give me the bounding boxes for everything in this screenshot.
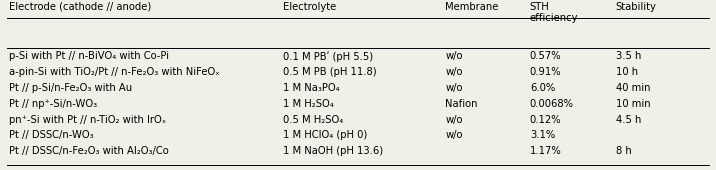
Text: 3.1%: 3.1% — [530, 131, 555, 140]
Text: 8 h: 8 h — [616, 146, 632, 156]
Text: STH
efficiency: STH efficiency — [530, 2, 579, 23]
Text: w/o: w/o — [445, 67, 463, 77]
Text: a-pin-Si with TiO₂/Pt // n-Fe₂O₃ with NiFeOₓ: a-pin-Si with TiO₂/Pt // n-Fe₂O₃ with Ni… — [9, 67, 219, 77]
Text: 1 M Na₃PO₄: 1 M Na₃PO₄ — [283, 83, 339, 93]
Text: 1 M NaOH (pH 13.6): 1 M NaOH (pH 13.6) — [283, 146, 383, 156]
Text: 0.57%: 0.57% — [530, 51, 561, 61]
Text: p-Si with Pt // n-BiVO₄ with Co-Pi: p-Si with Pt // n-BiVO₄ with Co-Pi — [9, 51, 168, 61]
Text: Stability: Stability — [616, 2, 657, 12]
Text: Electrode (cathode // anode): Electrode (cathode // anode) — [9, 2, 151, 12]
Text: Pt // p-Si/n-Fe₂O₃ with Au: Pt // p-Si/n-Fe₂O₃ with Au — [9, 83, 132, 93]
Text: 40 min: 40 min — [616, 83, 650, 93]
Text: 3.5 h: 3.5 h — [616, 51, 641, 61]
Text: 0.5 M H₂SO₄: 0.5 M H₂SO₄ — [283, 115, 343, 125]
Text: w/o: w/o — [445, 131, 463, 140]
Text: w/o: w/o — [445, 51, 463, 61]
Text: 0.1 M PBʹ (pH 5.5): 0.1 M PBʹ (pH 5.5) — [283, 51, 373, 62]
Text: 10 h: 10 h — [616, 67, 638, 77]
Text: 1 M H₂SO₄: 1 M H₂SO₄ — [283, 99, 334, 109]
Text: 0.91%: 0.91% — [530, 67, 561, 77]
Text: Pt // DSSC/n-WO₃: Pt // DSSC/n-WO₃ — [9, 131, 93, 140]
Text: 10 min: 10 min — [616, 99, 650, 109]
Text: 0.12%: 0.12% — [530, 115, 561, 125]
Text: Pt // np⁺-Si/n-WO₃: Pt // np⁺-Si/n-WO₃ — [9, 99, 97, 109]
Text: Nafion: Nafion — [445, 99, 478, 109]
Text: 1.17%: 1.17% — [530, 146, 561, 156]
Text: 0.5 M PB (pH 11.8): 0.5 M PB (pH 11.8) — [283, 67, 377, 77]
Text: w/o: w/o — [445, 115, 463, 125]
Text: 6.0%: 6.0% — [530, 83, 555, 93]
Text: Electrolyte: Electrolyte — [283, 2, 336, 12]
Text: pn⁺-Si with Pt // n-TiO₂ with IrOₓ: pn⁺-Si with Pt // n-TiO₂ with IrOₓ — [9, 115, 166, 125]
Text: 1 M HClO₄ (pH 0): 1 M HClO₄ (pH 0) — [283, 131, 367, 140]
Text: 0.0068%: 0.0068% — [530, 99, 574, 109]
Text: Pt // DSSC/n-Fe₂O₃ with Al₂O₃/Co: Pt // DSSC/n-Fe₂O₃ with Al₂O₃/Co — [9, 146, 168, 156]
Text: Membrane: Membrane — [445, 2, 499, 12]
Text: 4.5 h: 4.5 h — [616, 115, 641, 125]
Text: w/o: w/o — [445, 83, 463, 93]
